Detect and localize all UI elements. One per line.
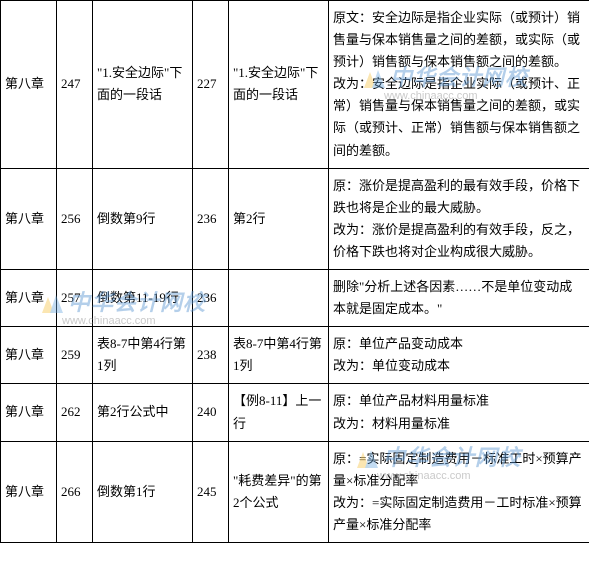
- cell-page-new: 238: [193, 327, 229, 384]
- cell-location-old: 表8-7中第4行第1列: [93, 327, 193, 384]
- cell-chapter: 第八章: [1, 1, 57, 169]
- cell-page-new: 245: [193, 441, 229, 542]
- cell-page-new: 227: [193, 1, 229, 169]
- table-row: 第八章 262 第2行公式中 240 【例8-11】上一行 原：单位产品材料用量…: [1, 384, 589, 441]
- cell-location-old: 倒数第1行: [93, 441, 193, 542]
- table-body: 第八章 247 "1.安全边际"下面的一段话 227 "1.安全边际"下面的一段…: [1, 1, 589, 543]
- cell-page-old: 247: [57, 1, 93, 169]
- cell-location-new: "1.安全边际"下面的一段话: [229, 1, 329, 169]
- cell-location-new: "耗费差异"的第2个公式: [229, 441, 329, 542]
- cell-page-old: 266: [57, 441, 93, 542]
- cell-change: 原文：安全边际是指企业实际（或预计）销售量与保本销售量之间的差额，或实际（或预计…: [329, 1, 589, 169]
- cell-chapter: 第八章: [1, 327, 57, 384]
- cell-page-old: 259: [57, 327, 93, 384]
- cell-location-old: 第2行公式中: [93, 384, 193, 441]
- cell-change: 原：单位产品材料用量标准改为：材料用量标准: [329, 384, 589, 441]
- cell-chapter: 第八章: [1, 384, 57, 441]
- table-row: 第八章 266 倒数第1行 245 "耗费差异"的第2个公式 原：=实际固定制造…: [1, 441, 589, 542]
- errata-table: 第八章 247 "1.安全边际"下面的一段话 227 "1.安全边际"下面的一段…: [0, 0, 589, 543]
- cell-chapter: 第八章: [1, 168, 57, 269]
- cell-location-new: [229, 270, 329, 327]
- cell-location-new: 【例8-11】上一行: [229, 384, 329, 441]
- table-row: 第八章 259 表8-7中第4行第1列 238 表8-7中第4行第1列 原：单位…: [1, 327, 589, 384]
- cell-page-old: 256: [57, 168, 93, 269]
- cell-chapter: 第八章: [1, 441, 57, 542]
- cell-location-old: 倒数第9行: [93, 168, 193, 269]
- cell-chapter: 第八章: [1, 270, 57, 327]
- cell-page-new: 240: [193, 384, 229, 441]
- table-row: 第八章 247 "1.安全边际"下面的一段话 227 "1.安全边际"下面的一段…: [1, 1, 589, 169]
- table-row: 第八章 257 倒数第11-19行 236 删除"分析上述各因素……不是单位变动…: [1, 270, 589, 327]
- cell-change: 原：=实际固定制造费用－标准工时×预算产量×标准分配率改为：=实际固定制造费用－…: [329, 441, 589, 542]
- cell-page-old: 257: [57, 270, 93, 327]
- table-row: 第八章 256 倒数第9行 236 第2行 原：涨价是提高盈利的最有效手段，价格…: [1, 168, 589, 269]
- cell-location-old: "1.安全边际"下面的一段话: [93, 1, 193, 169]
- cell-change: 原：单位产品变动成本改为：单位变动成本: [329, 327, 589, 384]
- cell-change: 删除"分析上述各因素……不是单位变动成本就是固定成本。": [329, 270, 589, 327]
- cell-location-old: 倒数第11-19行: [93, 270, 193, 327]
- cell-location-new: 第2行: [229, 168, 329, 269]
- cell-page-old: 262: [57, 384, 93, 441]
- cell-page-new: 236: [193, 270, 229, 327]
- cell-page-new: 236: [193, 168, 229, 269]
- cell-change: 原：涨价是提高盈利的最有效手段，价格下跌也将是企业的最大威胁。改为：涨价是提高盈…: [329, 168, 589, 269]
- cell-location-new: 表8-7中第4行第1列: [229, 327, 329, 384]
